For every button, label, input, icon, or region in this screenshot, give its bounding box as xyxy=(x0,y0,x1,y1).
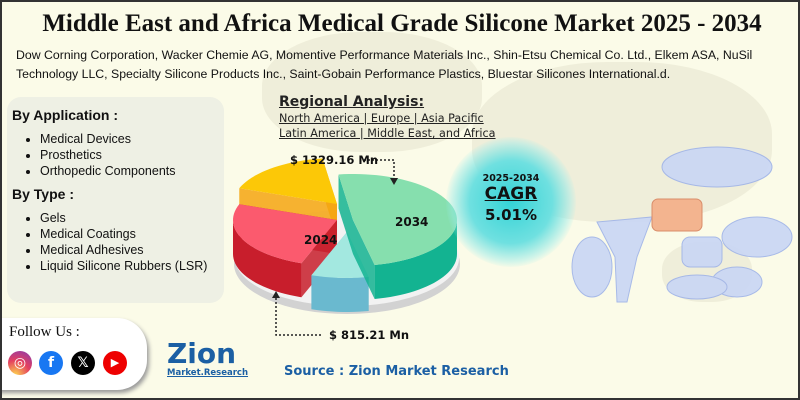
arrow-icon xyxy=(272,291,280,298)
list-item: Medical Coatings xyxy=(40,226,207,242)
follow-us-label: Follow Us : xyxy=(9,324,80,340)
list-item: Medical Adhesives xyxy=(40,242,207,258)
youtube-icon[interactable]: ▶ xyxy=(103,351,127,375)
slice-label-2024: 2024 xyxy=(304,233,337,247)
slice-label-2034: 2034 xyxy=(395,215,428,229)
regional-line: Latin America | Middle East, and Africa xyxy=(279,127,496,140)
by-type-heading: By Type : xyxy=(12,186,74,202)
value-2024: $ 815.21 Mn xyxy=(329,328,410,342)
logo-text: Zion xyxy=(167,337,237,370)
cagr-badge: 2025-2034 CAGR 5.01% xyxy=(446,137,576,267)
leader-line-2034 xyxy=(364,159,395,182)
source-text: Source : Zion Market Research xyxy=(284,364,509,379)
pie-slice-side-green xyxy=(374,220,457,299)
pie-slice-yellow xyxy=(239,158,337,204)
by-application-heading: By Application : xyxy=(12,107,119,123)
silicone-pad xyxy=(651,198,703,232)
application-list: Medical Devices Prosthetics Orthopedic C… xyxy=(24,131,176,179)
pie-slice-side-red xyxy=(233,220,302,298)
segment-panel xyxy=(7,97,224,303)
pie-slice-red xyxy=(233,204,337,264)
arrow-icon xyxy=(390,178,398,185)
cagr-value: 5.01% xyxy=(484,206,538,224)
silicone-products-image xyxy=(571,146,793,303)
facebook-icon[interactable]: f xyxy=(39,351,63,375)
x-icon[interactable]: 𝕏 xyxy=(71,351,95,375)
instagram-icon[interactable]: ◎ xyxy=(8,351,32,375)
world-map-shape xyxy=(262,32,482,152)
regional-line: North America | Europe | Asia Pacific xyxy=(279,112,484,125)
value-2034: $ 1329.16 Mn xyxy=(290,153,379,167)
cagr-label: CAGR xyxy=(484,184,538,204)
list-item: Prosthetics xyxy=(40,147,176,163)
logo-subtext: Market.Research xyxy=(167,368,249,378)
regional-heading: Regional Analysis: xyxy=(279,94,425,110)
pie-slice-cyan xyxy=(311,232,369,278)
list-item: Orthopedic Components xyxy=(40,163,176,179)
cagr-period: 2025-2034 xyxy=(482,173,540,184)
list-item: Liquid Silicone Rubbers (LSR) xyxy=(40,258,207,274)
zion-logo: Zion Market.Research xyxy=(167,337,252,379)
pie-slice-face-green xyxy=(338,174,353,254)
company-list: Dow Corning Corporation, Wacker Chemie A… xyxy=(16,48,753,81)
pie-slice-face-green xyxy=(353,220,375,299)
pie-slice-green xyxy=(338,174,457,265)
list-item: Gels xyxy=(40,210,207,226)
regional-analysis: Regional Analysis: North America | Europ… xyxy=(279,94,496,141)
leader-line-2024 xyxy=(275,294,322,336)
page-title: Middle East and Africa Medical Grade Sil… xyxy=(42,10,762,37)
list-item: Medical Devices xyxy=(40,131,176,147)
type-list: Gels Medical Coatings Medical Adhesives … xyxy=(24,210,207,274)
